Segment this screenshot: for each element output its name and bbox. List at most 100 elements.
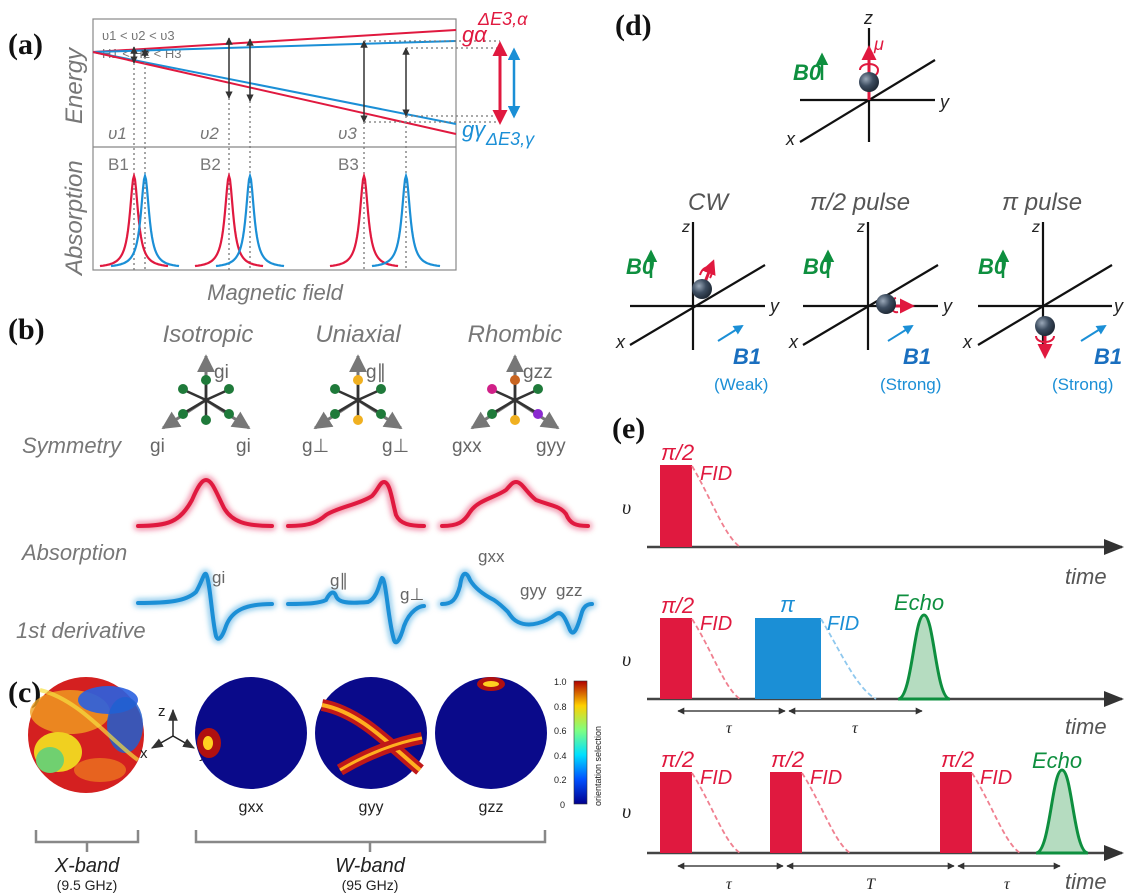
e-row3-tau1: τ xyxy=(726,876,733,893)
d-top-z: z xyxy=(863,8,873,28)
e-row3-pi2b: π/2 xyxy=(771,747,804,772)
iso-axis-top: gi xyxy=(214,362,229,383)
sphere-label-gzz: gzz xyxy=(479,799,504,816)
rho-axis-left: gxx xyxy=(452,436,482,457)
uniaxial-molecule xyxy=(313,354,403,430)
rhombic-molecule xyxy=(470,354,560,430)
absorption-peak-4 xyxy=(215,171,285,268)
e-row2-fid2 xyxy=(820,618,877,700)
e-row2-fid-label1: FID xyxy=(700,613,732,635)
e-row2-echo xyxy=(897,613,951,701)
der-label-gxx: gxx xyxy=(478,547,505,566)
d-pi2-strength: (Strong) xyxy=(880,375,941,394)
d-pi-strength: (Strong) xyxy=(1052,375,1113,394)
panel-c: (c) z x y xyxy=(8,676,603,893)
d-pi2-b1-label: B1 xyxy=(903,344,931,369)
absorption-peak-5 xyxy=(329,171,399,268)
x-band-label: X-band xyxy=(54,855,120,877)
e-row3-echo-label: Echo xyxy=(1032,748,1082,773)
c-axis-z: z xyxy=(158,703,166,720)
panel-a-frame xyxy=(92,18,457,271)
d-cw-b1-arrow xyxy=(717,324,744,342)
svg-text:0.8: 0.8 xyxy=(554,702,567,712)
e-row1-ylabel: υ xyxy=(622,497,631,519)
der-label-gi: gi xyxy=(212,568,225,587)
e-row2-pulse1 xyxy=(660,618,692,699)
panel-b: (b) Isotropic Uniaxial Rhombic Symmetry … xyxy=(8,313,596,647)
d-cw-b0-label: B0 xyxy=(626,254,655,279)
e-row2-pi: π xyxy=(780,592,796,617)
der-label-gpar: g∥ xyxy=(330,571,348,590)
rho-axis-top: gzz xyxy=(523,362,553,383)
e-row2-fid-label2: FID xyxy=(827,613,859,635)
w-band-freq: (95 GHz) xyxy=(342,877,399,893)
spin-ball xyxy=(859,72,879,92)
absorption-peak-3 xyxy=(194,171,264,268)
c-axes xyxy=(150,708,196,749)
panel-e: (e) π/2 FID υ time π/2 FID π FID Echo υ … xyxy=(612,412,1124,893)
iso-axis-left: gi xyxy=(150,436,165,457)
panel-a: (a) υ1 < υ2 < υ3 H1 < H2 < H3 xyxy=(8,9,535,305)
d-cw-b1-label: B1 xyxy=(733,344,761,369)
row-symmetry: Symmetry xyxy=(22,433,123,458)
svg-text:0: 0 xyxy=(560,800,565,810)
d-pi2-title: π/2 pulse xyxy=(810,189,910,216)
abs-rhombic xyxy=(440,479,590,528)
absorption-peaks-group xyxy=(99,171,441,268)
col-uniaxial: Uniaxial xyxy=(315,321,401,348)
red-lower-line xyxy=(92,51,457,135)
row-absorption: Absorption xyxy=(20,540,127,565)
der-label-gzz: gzz xyxy=(556,581,582,600)
absorption-peak-1 xyxy=(99,171,169,268)
d-cw-x: x xyxy=(615,332,626,352)
der-uniaxial xyxy=(286,575,426,645)
transition-arrows xyxy=(130,37,410,123)
der-label-gperp: g⊥ xyxy=(400,585,424,604)
uni-axis-left: g⊥ xyxy=(302,436,329,457)
sphere-label-gyy: gyy xyxy=(359,799,384,816)
w-band-label: W-band xyxy=(335,855,406,877)
panel-d: (d) z y x μ B0 CW z y x B0 B1 (We xyxy=(615,8,1124,394)
d-top-y: y xyxy=(938,92,950,112)
sphere-label-gxx: gxx xyxy=(239,799,264,816)
absorption-curves xyxy=(134,475,592,530)
d-pi-z: z xyxy=(1031,219,1040,236)
e-row3-pulse1 xyxy=(660,772,692,853)
e-row3-T: T xyxy=(866,876,876,893)
red-upper-line xyxy=(92,29,457,53)
field-label-3: B3 xyxy=(338,155,359,174)
g-alpha-label: gα xyxy=(462,22,488,47)
x-band-freq: (9.5 GHz) xyxy=(57,877,118,893)
panel-label-a: (a) xyxy=(8,28,43,61)
delta-e-alpha-label: ΔE3,α xyxy=(477,9,528,29)
e-row2-time: time xyxy=(1065,714,1107,739)
w-band-sphere-gxx xyxy=(195,677,307,789)
svg-text:1.0: 1.0 xyxy=(554,677,567,687)
e-row2-tau1: τ xyxy=(726,720,733,737)
magnetic-field-label: Magnetic field xyxy=(207,280,344,305)
e-row1-fid xyxy=(691,465,741,548)
b0-top-label: B0 xyxy=(793,60,822,85)
x-band-sphere xyxy=(28,677,144,793)
absorption-peak-6 xyxy=(371,171,441,268)
d-pi-b1-label: B1 xyxy=(1094,344,1122,369)
e-row1-pulse xyxy=(660,465,692,547)
e-row1-pi2: π/2 xyxy=(661,440,694,465)
e-row3-fid3: FID xyxy=(980,767,1012,789)
absorption-axis-label: Absorption xyxy=(61,160,88,277)
blue-lower-line xyxy=(92,51,457,125)
e-row3-tau2: τ xyxy=(1004,876,1011,893)
freq-label-1: υ1 xyxy=(108,124,127,143)
colorbar-ticks: 1.0 0.8 0.6 0.4 0.2 0 xyxy=(554,677,567,810)
c-axis-x: x xyxy=(140,745,148,762)
mu-label: μ xyxy=(873,34,884,54)
blue-upper-line xyxy=(92,40,457,53)
d-top-x: x xyxy=(785,129,796,149)
e-row3-fid2: FID xyxy=(810,767,842,789)
d-pi-x: x xyxy=(962,332,973,352)
d-pi-b1-arrow xyxy=(1080,324,1107,342)
e-row3-fid1: FID xyxy=(700,767,732,789)
d-pi2-z: z xyxy=(856,219,865,236)
e-row3-pi2c: π/2 xyxy=(941,747,974,772)
